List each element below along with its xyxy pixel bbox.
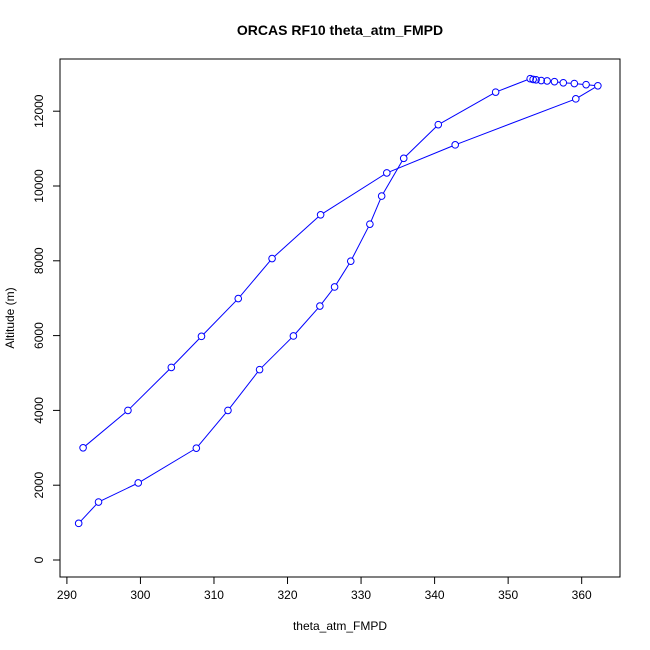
data-point: [550, 77, 559, 86]
series-line-segment: [389, 145, 453, 173]
series-line-segment: [173, 338, 200, 366]
y-tick-label: 4000: [32, 397, 46, 424]
series-line-segment: [229, 371, 258, 409]
series-line-segment: [239, 260, 271, 297]
x-tick-label: 290: [57, 588, 77, 602]
data-point: [197, 332, 206, 341]
data-point: [316, 302, 324, 310]
data-point: [94, 498, 103, 506]
data-point: [124, 406, 132, 415]
data-point: [74, 519, 83, 528]
y-axis: 0 2000 4000 6000 8000 10000 12000: [32, 94, 61, 563]
data-point: [537, 76, 546, 85]
data-point: [79, 444, 87, 452]
series-line-segment: [335, 263, 350, 285]
x-axis-label: theta_atm_FMPD: [293, 619, 387, 633]
x-tick-label: 340: [425, 588, 445, 602]
series-line-segment: [321, 289, 333, 304]
x-tick-label: 320: [278, 588, 298, 602]
data-point: [167, 363, 176, 372]
series-line-segment: [295, 308, 319, 334]
data-point: [224, 406, 232, 415]
data-point: [582, 80, 590, 89]
data-point: [134, 479, 143, 487]
series-line-segment: [351, 226, 369, 259]
data-point: [399, 154, 408, 163]
data-point: [529, 75, 537, 84]
y-tick-label: 6000: [32, 322, 46, 349]
data-point: [255, 365, 264, 374]
data-point: [382, 169, 391, 177]
data-point: [377, 192, 386, 200]
data-point: [316, 210, 325, 219]
data-point: [192, 444, 201, 452]
series-layer: [74, 74, 602, 528]
series-line-segment: [323, 174, 385, 214]
data-point: [268, 254, 276, 263]
x-axis: 290 300 310 320 330 340 350 360: [57, 576, 592, 602]
x-tick-label: 350: [498, 588, 518, 602]
y-tick-label: 0: [32, 556, 46, 563]
series-line-segment: [198, 412, 227, 446]
series-line-segment: [370, 198, 381, 222]
data-point: [434, 120, 443, 129]
x-tick-label: 300: [130, 588, 150, 602]
data-point: [491, 88, 500, 96]
y-tick-label: 8000: [32, 247, 46, 274]
data-point: [526, 74, 535, 83]
data-point: [289, 332, 298, 340]
series-line-segment: [203, 300, 237, 335]
series-line-segment: [498, 79, 528, 92]
series-line-segment: [129, 369, 170, 409]
y-tick-label: 12000: [32, 94, 46, 128]
x-tick-label: 310: [204, 588, 224, 602]
series-line-segment: [274, 216, 319, 257]
data-point: [234, 294, 243, 303]
data-point: [570, 79, 579, 88]
series-line-segment: [405, 126, 437, 157]
y-tick-label: 10000: [32, 169, 46, 203]
y-axis-label: Altitude (m): [3, 287, 17, 348]
data-point: [451, 141, 459, 149]
data-point: [366, 220, 374, 228]
chart-title: ORCAS RF10 theta_atm_FMPD: [237, 22, 443, 38]
series-line-segment: [261, 337, 292, 368]
series-line-segment: [140, 449, 194, 482]
data-point: [330, 283, 339, 291]
data-point: [571, 95, 580, 103]
y-tick-label: 2000: [32, 472, 46, 499]
series-line-segment: [440, 93, 494, 124]
series-line-segment: [101, 483, 136, 502]
data-point: [532, 75, 540, 84]
data-point: [594, 81, 602, 90]
x-tick-label: 360: [572, 588, 592, 602]
data-point: [346, 257, 355, 265]
series-line-segment: [80, 504, 97, 522]
series-line-segment: [382, 160, 403, 194]
x-tick-label: 330: [351, 588, 371, 602]
series-line-segment: [458, 99, 573, 145]
series-line-segment: [85, 412, 126, 447]
series-line-segment: [578, 87, 596, 98]
data-point: [559, 78, 568, 87]
data-point: [543, 77, 551, 85]
